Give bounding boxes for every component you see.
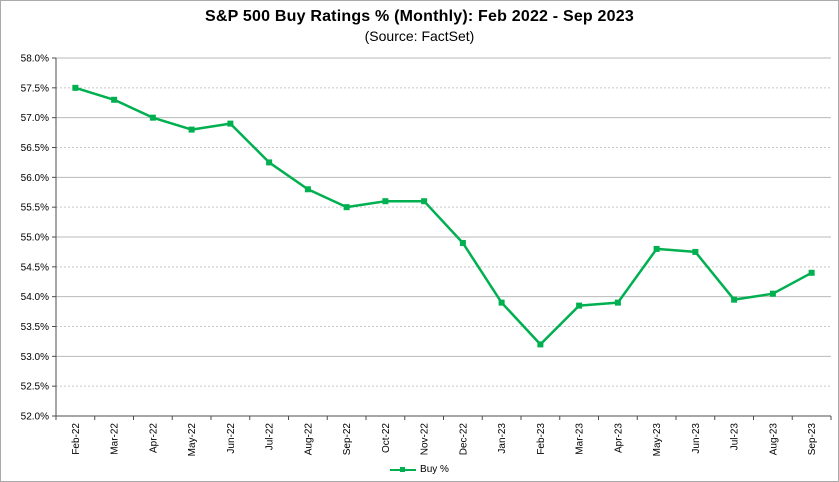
y-tick-label: 54.0% [21,292,49,303]
data-point-marker [576,302,583,309]
y-tick-label: 57.5% [21,83,49,94]
x-tick-label: Feb-23 [536,423,547,455]
legend-label: Buy % [420,464,449,475]
y-tick-label: 53.0% [21,352,49,363]
y-axis-labels: 58.0% 57.5% 57.0% 56.5% 56.0% 55.5% 55.0% 54.5%… [21,54,49,423]
data-point-marker [72,84,79,91]
x-tick-label: Mar-23 [575,423,586,455]
y-tick-label: 56.5% [21,143,49,154]
x-tick-label: May-23 [652,423,663,457]
y-tick-label: 52.0% [21,412,49,423]
x-tick-label: Sep-22 [342,423,353,456]
y-tick-label: 55.5% [21,203,49,214]
y-tick-label: 55.0% [21,233,49,244]
data-point-marker [459,239,466,246]
data-point-marker [111,96,118,103]
y-tick-label: 53.5% [21,322,49,333]
x-tick-label: Oct-22 [381,423,392,453]
x-tick-label: Mar-22 [110,423,121,455]
data-point-marker [421,198,428,205]
line-chart-plot: 58.0% 57.5% 57.0% 56.5% 56.0% 55.5% 55.0% 54.5%… [21,54,832,457]
y-tick-label: 58.0% [21,54,49,65]
series-line-buy-pct [75,86,813,346]
gridlines [56,57,831,417]
data-point-marker [731,296,738,303]
data-point-marker [149,114,156,121]
x-tick-label: Sep-23 [807,423,818,456]
data-point-marker [304,186,311,193]
x-tick-label: Nov-22 [420,423,431,456]
title-block: S&P 500 Buy Ratings % (Monthly): Feb 202… [1,1,838,45]
x-tick-label: Apr-22 [148,423,159,453]
x-tick-label: Apr-23 [613,423,624,453]
y-tick-label: 57.0% [21,113,49,124]
x-tick-label: Jan-23 [497,423,508,454]
chart-subtitle: (Source: FactSet) [364,28,475,44]
legend: Buy % [1,464,838,475]
data-point-marker [537,341,544,348]
legend-line-marker-icon [390,466,417,473]
x-axis-labels: Feb-22 Mar-22 Apr-22 May-22 Jun-22 Jul-22 Aug-… [71,423,818,457]
x-tick-label: Jun-22 [226,423,237,454]
x-tick-label: Jun-23 [691,423,702,454]
x-tick-label: Jul-23 [730,423,741,451]
y-tick-label: 56.0% [21,173,49,184]
data-point-marker [808,269,815,276]
x-tick-label: Aug-23 [768,423,779,456]
x-tick-label: Jul-22 [265,423,276,451]
x-tick-label: Feb-22 [71,423,82,455]
y-tick-label: 52.5% [21,382,49,393]
data-point-marker [498,299,505,306]
data-point-marker [614,299,621,306]
data-point-marker [188,126,195,133]
x-tick-label: May-22 [187,423,198,457]
data-point-marker [227,120,234,127]
data-point-marker [266,159,273,166]
data-point-marker [692,248,699,255]
data-point-marker [343,204,350,211]
data-point-marker [769,290,776,297]
x-tick-label: Dec-22 [458,423,469,456]
series-markers [72,84,815,348]
y-tick-label: 54.5% [21,262,49,273]
axes [52,57,832,420]
data-point-marker [382,198,389,205]
x-tick-label: Aug-22 [303,423,314,456]
data-point-marker [653,245,660,252]
chart-title: S&P 500 Buy Ratings % (Monthly): Feb 202… [205,8,634,25]
